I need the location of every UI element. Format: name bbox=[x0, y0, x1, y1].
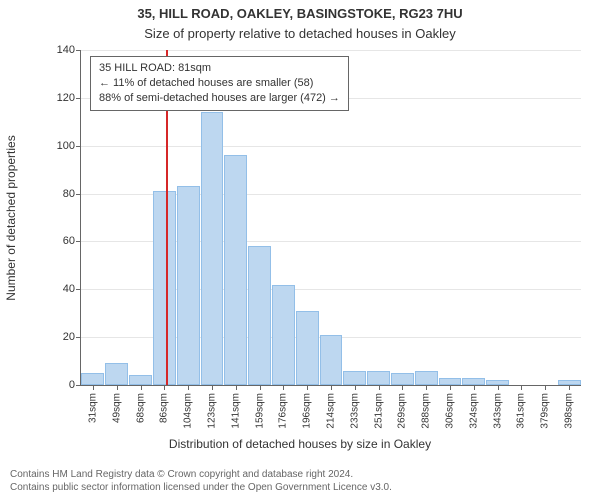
xtick-mark bbox=[569, 385, 570, 390]
xtick-label: 196sqm bbox=[302, 393, 313, 429]
xtick-label: 324sqm bbox=[468, 393, 479, 429]
footer-line: Contains public sector information licen… bbox=[10, 481, 392, 494]
xtick-mark bbox=[402, 385, 403, 390]
histogram-bar bbox=[153, 191, 176, 385]
histogram-bar bbox=[81, 373, 104, 385]
xtick-mark bbox=[283, 385, 284, 390]
xtick-label: 123sqm bbox=[206, 393, 217, 429]
xtick-label: 251sqm bbox=[373, 393, 384, 429]
xtick-label: 68sqm bbox=[135, 393, 146, 423]
histogram-bar bbox=[462, 378, 485, 385]
histogram-bar bbox=[296, 311, 319, 385]
ytick-label: 120 bbox=[57, 92, 81, 104]
ytick-label: 0 bbox=[69, 379, 81, 391]
ytick-label: 60 bbox=[63, 235, 81, 247]
histogram-bar bbox=[439, 378, 462, 385]
xtick-mark bbox=[521, 385, 522, 390]
xtick-label: 269sqm bbox=[397, 393, 408, 429]
infobox-line: ← 11% of detached houses are smaller (58… bbox=[99, 76, 340, 91]
xtick-label: 104sqm bbox=[183, 393, 194, 429]
xtick-label: 159sqm bbox=[254, 393, 265, 429]
xtick-mark bbox=[188, 385, 189, 390]
xtick-mark bbox=[331, 385, 332, 390]
xtick-mark bbox=[141, 385, 142, 390]
xtick-label: 141sqm bbox=[230, 393, 241, 429]
histogram-bar bbox=[248, 246, 271, 385]
xtick-mark bbox=[260, 385, 261, 390]
footer-attribution: Contains HM Land Registry data © Crown c… bbox=[10, 468, 392, 494]
xtick-label: 398sqm bbox=[564, 393, 575, 429]
infobox-line: 88% of semi-detached houses are larger (… bbox=[99, 91, 340, 106]
xtick-mark bbox=[545, 385, 546, 390]
xtick-mark bbox=[117, 385, 118, 390]
xtick-label: 288sqm bbox=[421, 393, 432, 429]
infobox-line: 35 HILL ROAD: 81sqm bbox=[99, 61, 340, 76]
ytick-label: 140 bbox=[57, 44, 81, 56]
histogram-bar bbox=[201, 112, 224, 385]
xtick-label: 86sqm bbox=[159, 393, 170, 423]
gridline bbox=[81, 146, 581, 147]
ytick-label: 40 bbox=[63, 283, 81, 295]
xtick-label: 31sqm bbox=[87, 393, 98, 423]
ytick-label: 80 bbox=[63, 188, 81, 200]
xtick-label: 49sqm bbox=[111, 393, 122, 423]
xtick-mark bbox=[93, 385, 94, 390]
xtick-mark bbox=[164, 385, 165, 390]
xtick-mark bbox=[379, 385, 380, 390]
footer-line: Contains HM Land Registry data © Crown c… bbox=[10, 468, 392, 481]
histogram-bar bbox=[105, 363, 128, 385]
histogram-bar bbox=[367, 371, 390, 385]
histogram-bar bbox=[129, 375, 152, 385]
xtick-mark bbox=[212, 385, 213, 390]
xtick-label: 233sqm bbox=[349, 393, 360, 429]
ytick-label: 100 bbox=[57, 140, 81, 152]
xtick-label: 361sqm bbox=[516, 393, 527, 429]
xtick-mark bbox=[450, 385, 451, 390]
chart-title-line1: 35, HILL ROAD, OAKLEY, BASINGSTOKE, RG23… bbox=[0, 6, 600, 21]
ytick-label: 20 bbox=[63, 331, 81, 343]
xtick-label: 343sqm bbox=[492, 393, 503, 429]
x-axis-label: Distribution of detached houses by size … bbox=[0, 437, 600, 451]
xtick-mark bbox=[498, 385, 499, 390]
histogram-bar bbox=[272, 285, 295, 386]
xtick-label: 176sqm bbox=[278, 393, 289, 429]
histogram-bar bbox=[343, 371, 366, 385]
histogram-bar bbox=[177, 186, 200, 385]
xtick-label: 306sqm bbox=[445, 393, 456, 429]
xtick-mark bbox=[236, 385, 237, 390]
xtick-mark bbox=[355, 385, 356, 390]
y-axis-label: Number of detached properties bbox=[4, 135, 18, 300]
marker-info-box: 35 HILL ROAD: 81sqm ← 11% of detached ho… bbox=[90, 56, 349, 111]
chart-title-line2: Size of property relative to detached ho… bbox=[0, 26, 600, 41]
gridline bbox=[81, 50, 581, 51]
chart-container: 35, HILL ROAD, OAKLEY, BASINGSTOKE, RG23… bbox=[0, 0, 600, 500]
histogram-bar bbox=[415, 371, 438, 385]
histogram-bar bbox=[224, 155, 247, 385]
xtick-label: 214sqm bbox=[326, 393, 337, 429]
histogram-bar bbox=[391, 373, 414, 385]
xtick-mark bbox=[474, 385, 475, 390]
xtick-label: 379sqm bbox=[540, 393, 551, 429]
histogram-bar bbox=[320, 335, 343, 385]
xtick-mark bbox=[426, 385, 427, 390]
xtick-mark bbox=[307, 385, 308, 390]
